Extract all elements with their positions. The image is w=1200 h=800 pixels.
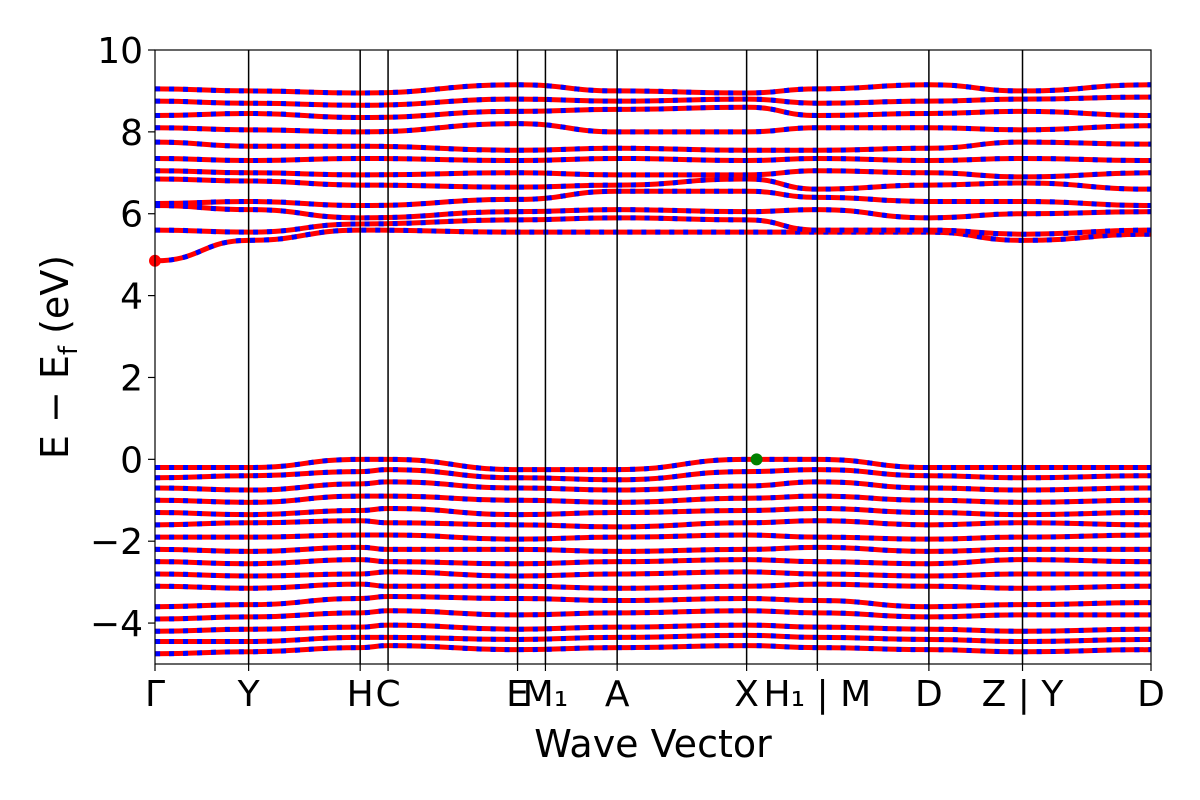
conduction-band-8-spin-down [155,121,1151,135]
bands-group [155,82,1151,657]
conduction-band-11-spin-down [155,82,1151,96]
valence-band-7-spin-up [155,544,1151,554]
x-tick-label-2: H [347,674,374,715]
conduction-band-3-spin-down [155,188,1151,209]
x-axis-title: Wave Vector [534,722,772,766]
plot-area [149,49,1152,665]
extrema-markers [149,254,763,466]
conduction-band-11-spin-up [155,82,1151,96]
valence-band-15-spin-up [155,643,1151,657]
y-tick-label-4: 4 [120,277,143,318]
valence-band-1-spin-up [155,467,1151,483]
conduction-band-6-spin-down [155,155,1151,164]
conduction-band-0-spin-down [155,227,1151,264]
valence-band-12-spin-up [155,608,1151,622]
x-tick-label-9: D [915,674,943,715]
conduction-band-3-spin-up [155,188,1151,209]
valence-band-3-spin-up [155,493,1151,505]
valence-band-4-spin-up [155,505,1151,518]
x-tick-label-4: E [506,674,529,715]
y-axis-title-sub: f [54,345,84,355]
conduction-band-9-spin-up [155,104,1151,121]
conduction-band-4-spin-down [155,176,1151,192]
x-tick-label-0: Γ [145,674,165,715]
conduction-band-10-spin-up [155,94,1151,108]
valence-band-6-spin-up [155,532,1151,542]
x-tick-label-6: A [605,674,630,715]
y-tick-label-0: −4 [90,604,143,645]
valence-band-14-spin-up [155,632,1151,644]
valence-band-2-spin-up [155,479,1151,493]
conduction-band-4-spin-up [155,176,1151,192]
y-axis-title: E − Ef (eV) [33,255,84,459]
y-axis-title-unit: (eV) [33,255,77,346]
valence-band-0-spin-down [155,456,1151,473]
x-tick-label-10: Z | Y [982,674,1065,715]
conduction-band-2-spin-down [155,203,1151,221]
vbm-marker [750,453,763,466]
high-symmetry-lines [247,50,1024,664]
x-tick-label-8: H₁ | M [764,674,872,715]
y-axis: −4 −2 0 2 4 6 8 10 [90,31,155,645]
x-tick-label-7: X [734,674,759,715]
conduction-band-6-spin-up [155,155,1151,164]
conduction-band-10-spin-down [155,94,1151,108]
y-tick-label-1: −2 [90,522,143,563]
x-tick-label-11: D [1137,674,1165,715]
y-tick-label-2: 0 [120,440,143,481]
y-tick-label-3: 2 [120,358,143,399]
conduction-band-8-spin-up [155,121,1151,135]
conduction-band-5-spin-down [155,168,1151,180]
plot-frame [154,49,1152,665]
x-tick-label-5: M₁ [523,674,569,715]
valence-band-0-spin-up [155,456,1151,473]
valence-band-8-spin-up [155,557,1151,567]
valence-band-11-spin-up [155,593,1151,610]
y-axis-title-main: E − E [33,355,77,459]
y-tick-label-7: 10 [97,31,143,72]
y-tick-label-6: 8 [120,113,143,154]
y-tick-label-5: 6 [120,195,143,236]
conduction-band-7-spin-up [155,139,1151,153]
conduction-band-1-spin-down [155,215,1151,237]
valence-band-13-spin-up [155,622,1151,634]
valence-band-5-spin-up [155,518,1151,530]
conduction-band-9-spin-down [155,104,1151,121]
conduction-band-7-spin-down [155,139,1151,153]
conduction-band-5-spin-up [155,168,1151,180]
x-tick-label-3: C [375,674,400,715]
x-axis: Γ Y H C EM₁ A X H₁ | M D Z | Y D [145,664,1165,715]
valence-band-9-spin-up [155,569,1151,579]
valence-band-10-spin-up [155,581,1151,591]
x-tick-label-1: Y [237,674,261,715]
